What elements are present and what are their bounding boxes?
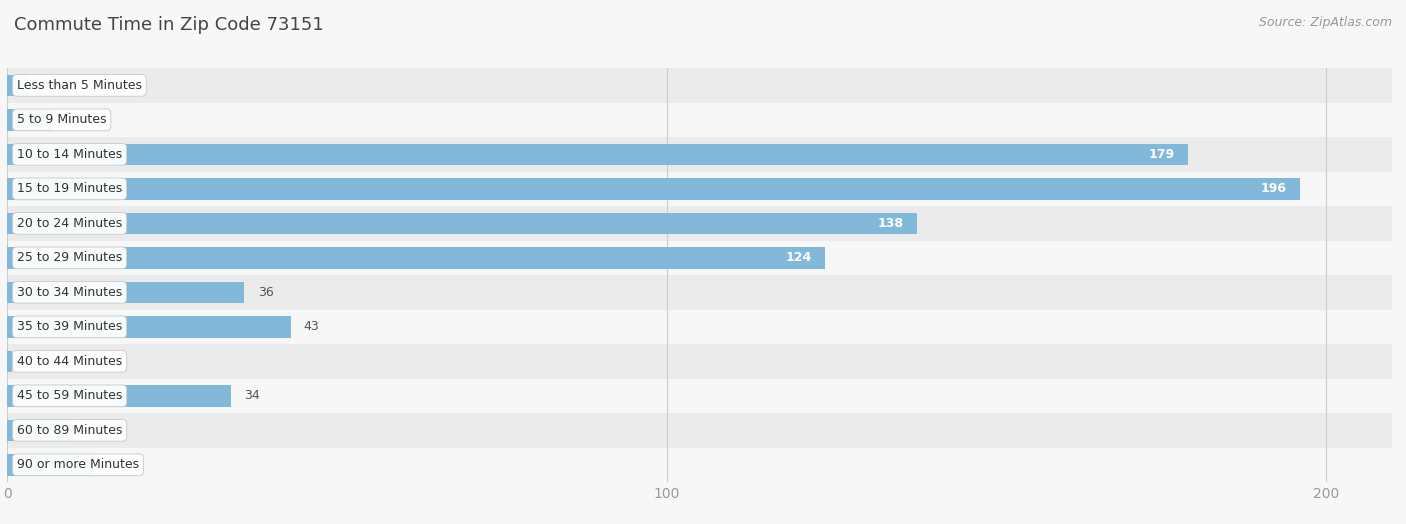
Bar — [7, 206, 1392, 241]
Text: 179: 179 — [1149, 148, 1174, 161]
Text: 0: 0 — [17, 355, 25, 368]
Text: Less than 5 Minutes: Less than 5 Minutes — [17, 79, 142, 92]
Bar — [7, 213, 917, 234]
Bar — [7, 247, 825, 268]
Bar — [7, 75, 27, 96]
Bar — [7, 178, 1299, 200]
Text: 5 to 9 Minutes: 5 to 9 Minutes — [17, 113, 107, 126]
Text: 90 or more Minutes: 90 or more Minutes — [17, 458, 139, 471]
Bar — [7, 454, 93, 475]
Text: 43: 43 — [304, 320, 319, 333]
Text: 124: 124 — [786, 252, 811, 264]
Text: 36: 36 — [257, 286, 273, 299]
Bar — [7, 385, 231, 407]
Text: 25 to 29 Minutes: 25 to 29 Minutes — [17, 252, 122, 264]
Bar — [7, 420, 73, 441]
Bar — [7, 172, 1392, 206]
Text: 30 to 34 Minutes: 30 to 34 Minutes — [17, 286, 122, 299]
Text: 45 to 59 Minutes: 45 to 59 Minutes — [17, 389, 122, 402]
Text: 40 to 44 Minutes: 40 to 44 Minutes — [17, 355, 122, 368]
Bar — [7, 344, 1392, 378]
Bar — [7, 316, 291, 337]
Bar — [7, 413, 1392, 447]
Text: 35 to 39 Minutes: 35 to 39 Minutes — [17, 320, 122, 333]
Text: 3: 3 — [39, 79, 48, 92]
Bar — [7, 241, 1392, 275]
Text: 60 to 89 Minutes: 60 to 89 Minutes — [17, 424, 122, 437]
Bar — [7, 109, 53, 130]
Bar — [7, 144, 1188, 165]
Text: 196: 196 — [1260, 182, 1286, 195]
Text: 10 to 14 Minutes: 10 to 14 Minutes — [17, 148, 122, 161]
Bar — [7, 378, 1392, 413]
Bar — [7, 310, 1392, 344]
Text: 138: 138 — [877, 217, 904, 230]
Text: 34: 34 — [245, 389, 260, 402]
Text: 10: 10 — [86, 424, 103, 437]
Text: Source: ZipAtlas.com: Source: ZipAtlas.com — [1258, 16, 1392, 29]
Bar — [7, 282, 245, 303]
Bar — [7, 103, 1392, 137]
Bar — [7, 275, 1392, 310]
Text: 13: 13 — [105, 458, 122, 471]
Bar — [7, 68, 1392, 103]
Text: 7: 7 — [66, 113, 75, 126]
Bar — [7, 137, 1392, 172]
Text: 15 to 19 Minutes: 15 to 19 Minutes — [17, 182, 122, 195]
Text: 20 to 24 Minutes: 20 to 24 Minutes — [17, 217, 122, 230]
Bar — [7, 447, 1392, 482]
Bar — [7, 351, 13, 372]
Text: Commute Time in Zip Code 73151: Commute Time in Zip Code 73151 — [14, 16, 323, 34]
